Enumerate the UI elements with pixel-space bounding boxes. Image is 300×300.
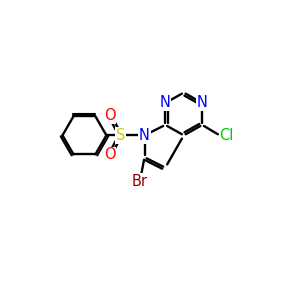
Text: N: N xyxy=(139,128,150,143)
Text: O: O xyxy=(104,148,116,163)
Text: Cl: Cl xyxy=(220,128,234,143)
Text: Br: Br xyxy=(132,174,148,189)
Text: O: O xyxy=(104,108,116,123)
Text: N: N xyxy=(197,95,208,110)
Text: S: S xyxy=(116,128,125,143)
Text: N: N xyxy=(160,95,171,110)
